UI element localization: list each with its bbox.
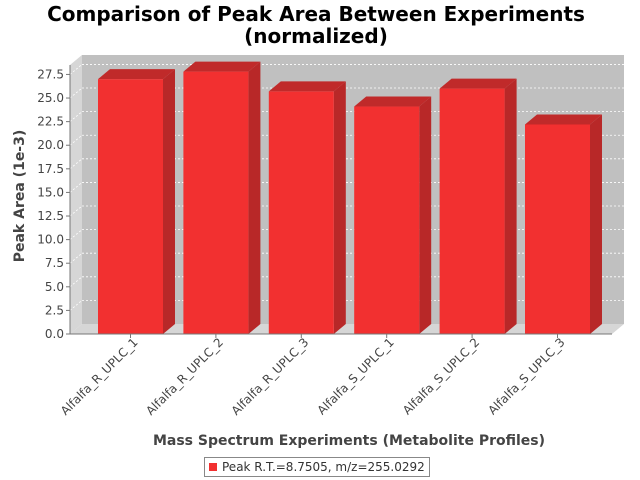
bar-side	[504, 78, 517, 334]
x-tick-label: Alfalfa_R_UPLC_1	[58, 335, 141, 418]
gridline-wall	[69, 182, 83, 193]
y-tick-label: 25.0	[37, 91, 64, 105]
plot-left-wall	[70, 55, 82, 334]
gridline-wall	[69, 300, 83, 311]
bar	[439, 88, 505, 334]
y-tick-label: 12.5	[37, 209, 64, 223]
chart-title-line-1: Comparison of Peak Area Between Experime…	[47, 2, 585, 26]
x-axis-title: Mass Spectrum Experiments (Metabolite Pr…	[153, 433, 545, 449]
x-tick-label: Alfalfa_R_UPLC_3	[229, 335, 312, 418]
y-tick-label: 17.5	[37, 162, 64, 176]
bar	[268, 91, 334, 334]
bar	[183, 71, 249, 334]
gridline-wall	[69, 64, 83, 75]
x-tick-label: Alfalfa_S_UPLC_1	[315, 335, 397, 417]
bar-top	[183, 61, 261, 72]
gridline-wall	[69, 276, 83, 288]
bar-side	[248, 61, 261, 334]
bar-top	[268, 81, 346, 92]
bar	[525, 124, 590, 334]
gridline-wall	[69, 229, 83, 240]
y-tick-label: 20.0	[37, 138, 64, 152]
y-tick-label: 7.5	[45, 256, 64, 270]
bar-side	[333, 81, 346, 334]
gridline-wall	[69, 252, 83, 264]
gridline-wall	[69, 111, 83, 122]
bar-top	[525, 114, 602, 125]
legend-label: Peak R.T.=8.7505, m/z=255.0292	[222, 460, 425, 474]
gridline-wall	[69, 205, 83, 217]
bar	[98, 79, 163, 334]
gridline-wall	[69, 87, 83, 99]
bar-top	[439, 78, 517, 89]
x-tick-label: Alfalfa_R_UPLC_2	[143, 335, 226, 418]
plot-area: 0.0 2.5 5.0 7.5 10.0 12.5 15.0 17.5 20.0 22.5 25.0…	[37, 55, 624, 418]
bar-top	[98, 69, 175, 80]
bar-side	[590, 114, 602, 334]
y-axis-title: Peak Area (1e-3)	[12, 130, 28, 263]
y-tick-label: 27.5	[37, 67, 64, 81]
bar-top	[354, 96, 432, 107]
legend: Peak R.T.=8.7505, m/z=255.0292	[204, 457, 430, 477]
legend-swatch	[209, 463, 217, 471]
y-tick-label: 5.0	[45, 280, 64, 294]
y-tick-label: 15.0	[37, 185, 64, 199]
chart-title-line-2: (normalized)	[244, 24, 388, 48]
y-tick-label: 0.0	[45, 327, 64, 341]
x-tick-label: Alfalfa_S_UPLC_2	[400, 335, 482, 417]
bar-side	[163, 69, 175, 334]
x-tick-label: Alfalfa_S_UPLC_3	[485, 335, 567, 417]
bar-side	[419, 96, 432, 335]
gridline-wall	[69, 134, 83, 146]
bar	[354, 106, 420, 335]
gridline-wall	[69, 158, 83, 170]
y-tick-label: 10.0	[37, 233, 64, 247]
y-tick-label: 2.5	[45, 303, 64, 317]
y-tick-label: 22.5	[37, 115, 64, 129]
